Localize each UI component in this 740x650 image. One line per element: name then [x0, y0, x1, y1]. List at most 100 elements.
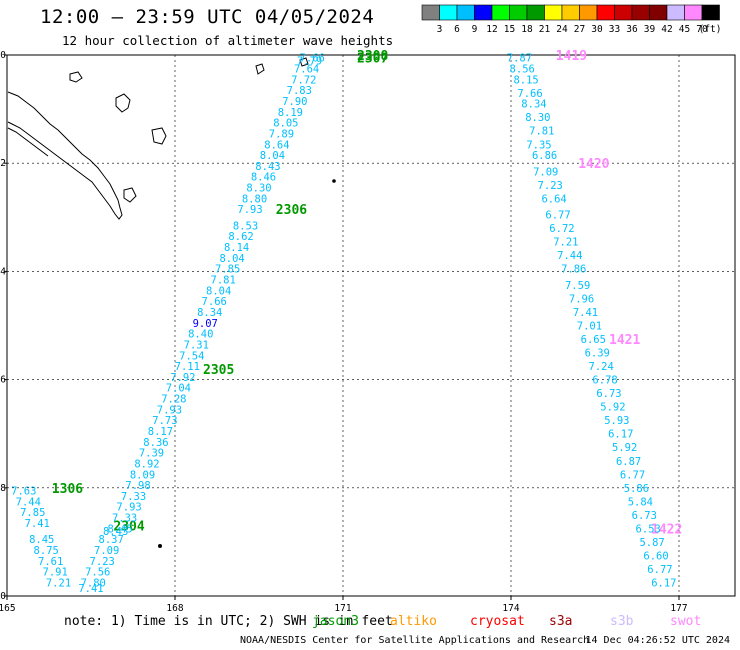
wave-height-value: 8.75	[34, 545, 59, 557]
color-scale-label: 12	[486, 24, 497, 35]
wave-height-value: 6.17	[651, 577, 676, 589]
color-scale-swatch	[701, 4, 720, 21]
wave-height-value: 6.72	[549, 223, 574, 235]
wave-height-value: 8.19	[278, 107, 303, 119]
color-scale-label: 42	[661, 24, 672, 35]
color-scale-label: 39	[644, 24, 656, 35]
legend-satellite-jason3: jason3	[312, 614, 359, 629]
wave-height-value: 7.93	[157, 404, 182, 416]
wave-height-value: 5.86	[624, 483, 649, 495]
color-scale-swatch	[491, 4, 510, 21]
norfolk-islet-dot	[158, 544, 162, 548]
lat-tick-label: -20	[0, 50, 6, 61]
wave-height-value: 7.04	[166, 383, 191, 395]
wave-height-value: 7.09	[533, 166, 558, 178]
wave-height-value: 7.93	[116, 502, 141, 514]
isle-of-pines-outline	[123, 187, 137, 203]
map-frame	[6, 54, 736, 597]
lat-tick-label: -26	[0, 375, 6, 386]
wave-height-value: 8.43	[103, 526, 128, 538]
wave-height-value: 7.56	[85, 567, 110, 579]
wave-height-value: 8.80	[242, 193, 267, 205]
lon-tick-label: 168	[166, 603, 183, 614]
wave-height-value: 6.86	[532, 150, 557, 162]
wave-height-value: 7.86	[561, 264, 586, 276]
color-scale-label: 45	[679, 24, 690, 35]
main-island-outline	[7, 91, 123, 220]
wave-height-value: 7.87	[507, 53, 532, 65]
wave-height-value: 7.61	[38, 556, 63, 568]
wave-height-observations: 7.667.797.647.727.837.908.198.057.898.64…	[11, 53, 676, 595]
pass-label-jason3: 2304	[113, 520, 144, 535]
color-scale-swatch	[526, 4, 545, 21]
wave-height-value: 8.09	[130, 469, 155, 481]
pass-label-swot: 1419	[556, 49, 587, 64]
lat-tick-label: -24	[0, 266, 6, 277]
footer: NOAA/NESDIS Center for Satellite Applica…	[240, 635, 730, 646]
mare-island-outline	[151, 127, 167, 145]
legend: note: 1) Time is in UTC; 2) SWH is in fe…	[64, 614, 701, 629]
wave-height-value: 7.85	[215, 264, 240, 276]
wave-height-value: 6.65	[581, 334, 606, 346]
wave-height-value: 8.04	[219, 253, 244, 265]
wave-height-value: 7.59	[565, 280, 590, 292]
color-scale-label: 27	[574, 24, 585, 35]
footer-credit: NOAA/NESDIS Center for Satellite Applica…	[240, 635, 589, 646]
hunter-island-outline	[299, 57, 309, 67]
pass-label-jason3: 1306	[52, 482, 83, 497]
color-scale-label: 33	[609, 24, 620, 35]
wave-height-value: 7.23	[90, 556, 115, 568]
wave-height-value: 7.01	[577, 321, 602, 333]
wave-height-value: 8.34	[197, 307, 222, 319]
wave-height-value: 7.80	[81, 577, 106, 589]
color-scale-label: 18	[521, 24, 533, 35]
wave-height-value: 7.93	[237, 204, 262, 216]
wave-height-value: 7.98	[125, 480, 150, 492]
color-scale-label: 15	[504, 24, 515, 35]
wave-height-value: 5.84	[628, 496, 653, 508]
wave-height-value: 6.53	[636, 523, 661, 535]
walpole-island-outline	[255, 63, 265, 75]
wave-height-value: 6.39	[585, 348, 610, 360]
axis-ticks: 165 168 171 174 177 -20 -22 -24 -26 -28 -30	[0, 50, 688, 614]
legend-note: note: 1) Time is in UTC; 2) SWH is in fe…	[64, 614, 393, 629]
legend-satellite-cryosat: cryosat	[470, 614, 525, 629]
color-scale-swatch	[439, 4, 458, 21]
wave-height-value: 6.60	[643, 550, 668, 562]
wave-height-value: 8.05	[273, 118, 298, 130]
legend-satellite-s3a: s3a	[549, 614, 572, 629]
wave-height-value: 7.66	[300, 53, 325, 65]
color-scale-label: 36	[626, 24, 638, 35]
wave-height-value: 7.54	[179, 350, 204, 362]
wave-height-value: 7.21	[553, 237, 578, 249]
wave-height-value: 7.91	[43, 567, 68, 579]
lat-tick-label: -22	[0, 158, 6, 169]
wave-height-value: 6.17	[608, 429, 633, 441]
lat-tick-label: -28	[0, 483, 6, 494]
wave-height-value: 7.92	[170, 372, 195, 384]
pass-label-jason3: 2306	[276, 203, 307, 218]
color-scale-swatch	[649, 4, 668, 21]
wave-height-value: 5.92	[600, 402, 625, 414]
color-scale-label: 70	[696, 24, 708, 35]
wave-height-value: 7.11	[175, 361, 200, 373]
wave-height-value: 7.66	[517, 88, 542, 100]
wave-height-value: 7.23	[538, 180, 563, 192]
wave-height-value: 6.73	[632, 510, 657, 522]
wave-height-value: 7.96	[569, 293, 594, 305]
footer-timestamp: 14 Dec 04:26:52 UTC 2024	[586, 635, 731, 646]
matthew-islet-dot	[332, 179, 336, 183]
color-scale-label: 24	[556, 24, 568, 35]
wave-height-value: 8.53	[233, 220, 258, 232]
wave-height-value: 6.78	[592, 375, 617, 387]
coastline-new-caledonia	[7, 57, 336, 548]
color-scale-swatch	[561, 4, 580, 21]
wave-height-value: 7.73	[152, 415, 177, 427]
wave-height-value: 7.31	[184, 339, 209, 351]
ouvea-island-outline	[69, 71, 83, 83]
wave-height-value: 7.72	[291, 74, 316, 86]
lon-tick-label: 171	[334, 603, 351, 614]
